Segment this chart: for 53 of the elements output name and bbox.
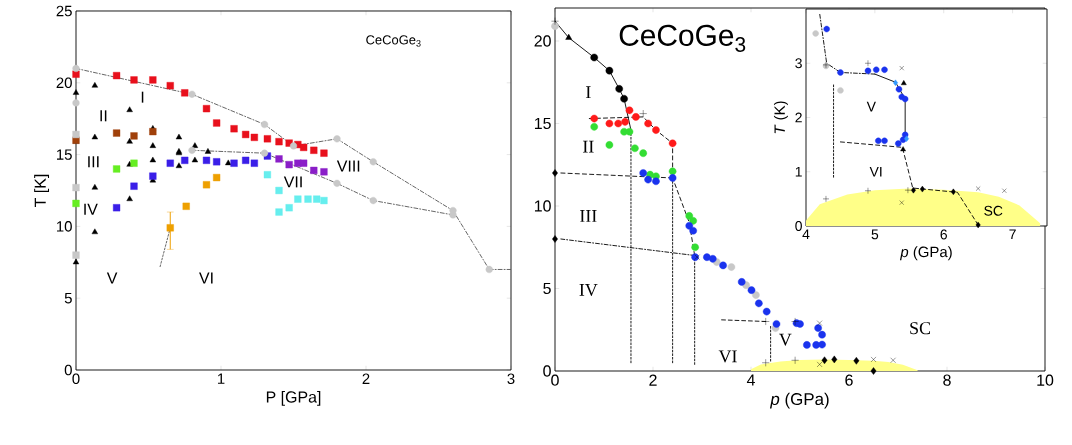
annotation: II <box>582 140 594 153</box>
y-axis-title: T (K) <box>773 101 788 134</box>
x-tick-label: 3 <box>507 373 515 385</box>
y-tick-label: 10 <box>57 221 72 232</box>
x-tick-label: 1 <box>217 373 225 384</box>
x-axis-title: p (GPa) <box>769 392 829 409</box>
annotation: SC <box>984 205 1003 216</box>
annotation: III <box>580 210 597 222</box>
x-tick-label: 6 <box>940 229 947 240</box>
x-tick-label: 5 <box>871 229 879 240</box>
y-tick-label: 5 <box>543 282 551 295</box>
x-axis-title: P [GPa] <box>266 390 321 406</box>
annotation: I <box>141 91 144 103</box>
annotation: VII <box>283 176 302 188</box>
annotation: VI <box>869 166 882 177</box>
annotation: SC <box>910 322 931 335</box>
y-tick-label: 2 <box>795 112 802 123</box>
annotation: V <box>866 101 876 112</box>
x-tick-label: 2 <box>649 374 657 386</box>
x-tick-label: 6 <box>845 374 853 386</box>
y-tick-label: 5 <box>64 292 72 304</box>
x-tick-label: 4 <box>802 229 810 240</box>
x-tick-label: 2 <box>362 373 370 384</box>
y-tick-label: 20 <box>56 77 72 89</box>
text: CeCoGe$_{3}$ <box>619 24 746 52</box>
x-tick-label: 8 <box>943 374 951 386</box>
x-tick-label: 10 <box>1037 374 1054 386</box>
y-tick-label: 3 <box>795 58 802 69</box>
x-axis-title: p (GPa) <box>899 246 952 261</box>
annotation: VI <box>199 272 213 284</box>
y-tick-label: 25 <box>56 5 72 17</box>
annotation: V <box>106 272 118 284</box>
annotation: V <box>779 333 792 346</box>
text: CeCoGe$_{3}$ <box>366 35 421 47</box>
y-tick-label: 15 <box>534 117 551 130</box>
annotation: IV <box>579 284 598 297</box>
x-tick-label: 7 <box>1009 229 1016 240</box>
annotation: IV <box>84 203 98 215</box>
y-tick-label: 20 <box>534 35 551 47</box>
y-axis-title: T [K] <box>34 174 50 207</box>
y-tick-label: 0 <box>64 364 72 376</box>
y-tick-label: 15 <box>57 149 72 160</box>
annotation: II <box>100 110 107 122</box>
annotation: I <box>585 86 591 99</box>
annotation: III <box>88 156 99 168</box>
y-tick-label: 1 <box>795 166 802 177</box>
x-tick-label: 0 <box>551 374 559 386</box>
x-tick-label: 0 <box>72 373 80 385</box>
annotation: VI <box>718 350 737 363</box>
y-tick-label: 10 <box>534 200 551 212</box>
annotation: VIII <box>336 160 360 172</box>
x-tick-label: 4 <box>746 374 755 386</box>
y-tick-label: 0 <box>795 221 802 231</box>
